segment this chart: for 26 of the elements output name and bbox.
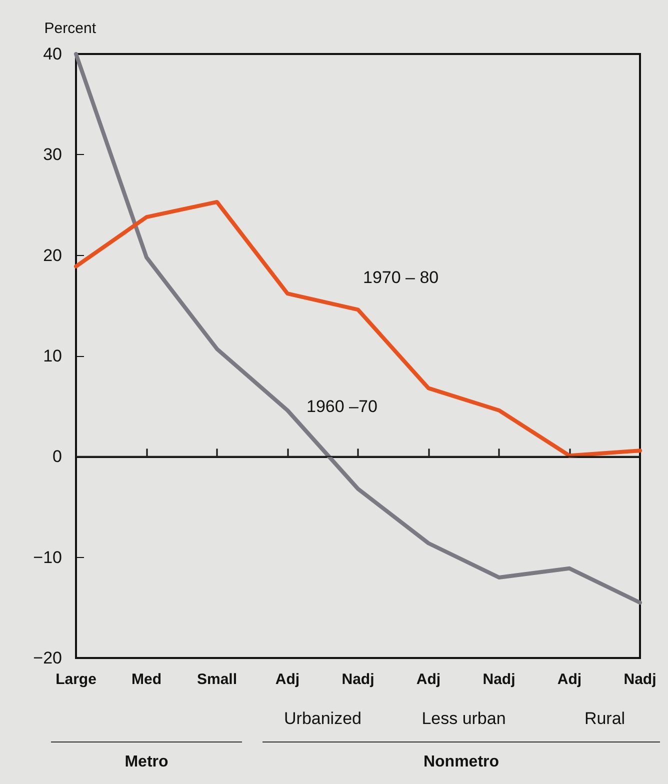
y-tick-label: −20 xyxy=(33,648,62,668)
y-tick-label: 40 xyxy=(43,44,62,64)
text: Rural xyxy=(584,709,626,728)
x-tick-label: Adj xyxy=(557,671,582,688)
text: Less urban xyxy=(422,709,506,728)
x-tick-label: Adj xyxy=(275,671,300,688)
y-tick-label: −10 xyxy=(33,548,62,567)
line-series xyxy=(74,200,642,458)
y-axis-title: Percent xyxy=(44,20,97,37)
x-tick-label: Adj xyxy=(416,671,441,688)
x-tick-label: Small xyxy=(196,671,238,688)
x-tick-label: Nadj xyxy=(624,671,656,688)
x-tick-label: Nadj xyxy=(482,671,516,688)
y-tick-label: 20 xyxy=(43,246,62,265)
y-tick-label: 30 xyxy=(43,145,62,164)
text: Metro xyxy=(124,754,168,770)
series-label: 1970 – 80 xyxy=(363,268,439,288)
x-tick-label: Nadj xyxy=(342,671,374,688)
series-label: 1960 –70 xyxy=(306,396,378,416)
text: Nonmetro xyxy=(423,754,500,770)
line-series xyxy=(74,52,642,605)
y-tick-label: 0 xyxy=(52,447,62,466)
x-tick-label: Large xyxy=(56,671,96,688)
x-tick-label: Med xyxy=(132,671,162,688)
text: Urbanized xyxy=(284,709,362,728)
y-tick-label: 10 xyxy=(43,346,62,366)
